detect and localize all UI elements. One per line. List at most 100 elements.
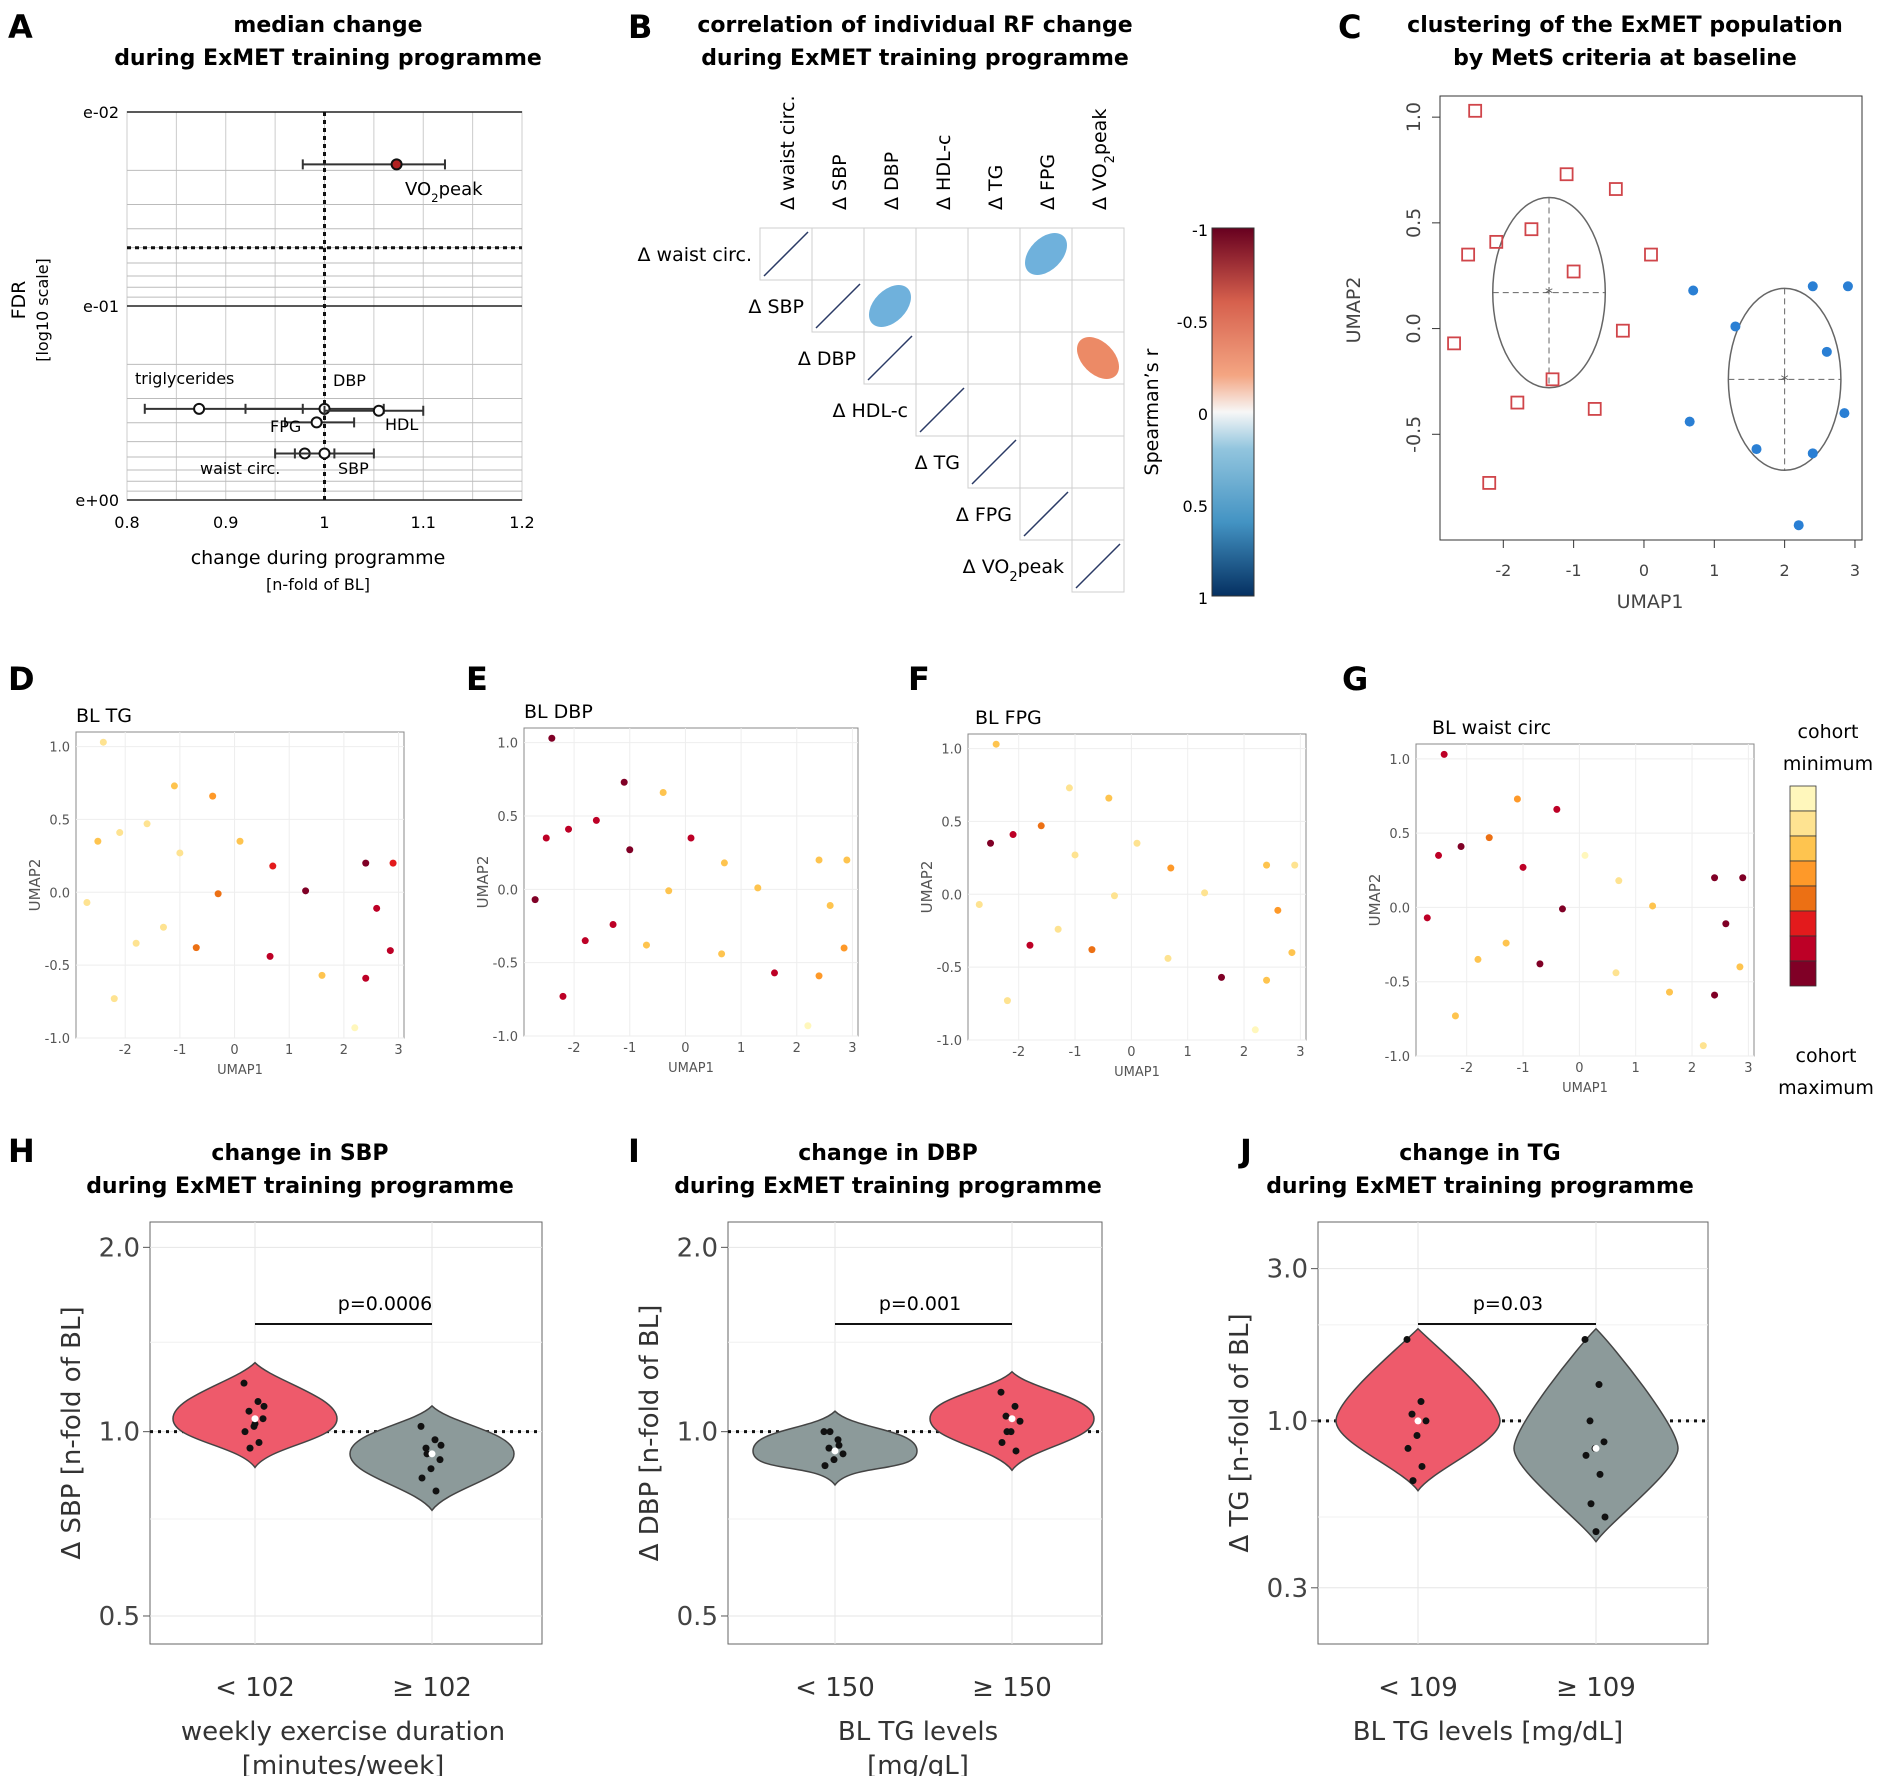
- y-tick-label: -0.5: [1403, 416, 1425, 453]
- y-axis-label: Δ TG [n-fold of BL]: [1225, 1313, 1255, 1552]
- y-tick-label: 2.0: [99, 1233, 140, 1263]
- umap-point: [1666, 988, 1673, 996]
- cluster-point: [1839, 408, 1850, 419]
- umap-title: BL DBP: [524, 701, 593, 723]
- data-point: [431, 1436, 439, 1444]
- umap-point: [1736, 963, 1744, 971]
- umap-point: [826, 901, 834, 909]
- matrix-cell: [967, 227, 1021, 281]
- y-tick-label: 0.5: [497, 810, 518, 825]
- data-point: [820, 1428, 828, 1436]
- data-point: [1016, 1417, 1024, 1425]
- row-label: Δ SBP: [748, 296, 804, 318]
- umap-point: [1649, 902, 1657, 910]
- x-tick-label: 0: [1639, 561, 1649, 580]
- cluster-point: [1807, 281, 1818, 292]
- umap-point: [192, 944, 200, 952]
- data-point: [436, 1456, 444, 1464]
- data-point: [1601, 1513, 1609, 1521]
- umap-point: [214, 890, 222, 898]
- umap-point: [565, 825, 573, 833]
- umap-point: [99, 738, 107, 746]
- umap-point: [170, 782, 178, 790]
- data-point: [1582, 1451, 1590, 1459]
- y-tick-label: -1.0: [937, 1034, 962, 1049]
- column-label: Δ SBP: [829, 154, 851, 210]
- data-point: [254, 1398, 262, 1406]
- column-label: Δ waist circ.: [777, 96, 799, 211]
- x-tick-label: 0.8: [114, 513, 139, 532]
- cluster-point: [1587, 402, 1602, 416]
- legend-bottom-label: cohort: [1796, 1045, 1857, 1067]
- umap-point: [843, 856, 851, 864]
- umap-point: [1009, 831, 1017, 839]
- x-tick-label: ≥ 109: [1556, 1673, 1636, 1703]
- panel-a-title: median change: [233, 13, 422, 38]
- y-tick-label: -0.5: [493, 957, 518, 972]
- point-label: VO2peak: [405, 179, 483, 205]
- data-point: [1413, 1432, 1421, 1440]
- umap-plot-area: [1415, 743, 1755, 1057]
- correlation-ellipse: [869, 285, 911, 327]
- umap-point: [1263, 861, 1271, 869]
- matrix-cell: [1019, 279, 1073, 333]
- x-tick-label: 2: [1780, 561, 1790, 580]
- data-point: [1404, 1444, 1412, 1452]
- panel-letter-f: F: [908, 660, 930, 698]
- panel-b-title: correlation of individual RF change: [697, 13, 1132, 38]
- cluster-center: *: [1545, 284, 1553, 303]
- y-tick-label: 0.0: [497, 883, 518, 898]
- panel-letter-i: I: [628, 1132, 640, 1170]
- x-axis-label: BL TG levels: [838, 1717, 998, 1747]
- y-tick-label: e-01: [83, 297, 119, 316]
- x-tick-label: 1: [737, 1041, 745, 1056]
- y-axis-label: UMAP2: [1343, 277, 1365, 344]
- point: [310, 416, 323, 429]
- y-tick-label: 0.5: [941, 815, 962, 830]
- data-point: [432, 1487, 440, 1495]
- x-axis-label: UMAP1: [1114, 1065, 1160, 1080]
- x-tick-label: 0.9: [213, 513, 238, 532]
- x-tick-label: 1: [1709, 561, 1719, 580]
- x-tick-label: < 150: [795, 1673, 875, 1703]
- panel-letter-e: E: [466, 660, 488, 698]
- data-point: [1587, 1500, 1595, 1508]
- umap-point: [718, 950, 726, 958]
- cluster-point: [1489, 234, 1504, 249]
- x-tick-label: 3: [1296, 1045, 1304, 1060]
- y-tick-label: -1.0: [493, 1030, 518, 1045]
- x-tick-label: 2: [1688, 1061, 1696, 1076]
- colorbar-tick-label: 0.5: [1183, 497, 1208, 516]
- umap-point: [720, 859, 728, 867]
- umap-point: [1440, 750, 1448, 758]
- cluster-point: [1468, 103, 1483, 118]
- data-point: [417, 1422, 425, 1430]
- data-point: [834, 1436, 842, 1444]
- data-point: [821, 1462, 829, 1470]
- cluster-point: [1559, 167, 1574, 182]
- data-point: [1581, 1335, 1589, 1343]
- y-axis-sublabel: [log10 scale]: [33, 258, 52, 362]
- panel-a-title: during ExMET training programme: [114, 46, 542, 71]
- umap-point: [659, 789, 667, 797]
- data-point: [246, 1444, 254, 1452]
- row-label: Δ DBP: [798, 348, 856, 370]
- umap-point: [94, 837, 102, 845]
- umap-point: [110, 995, 118, 1003]
- point-label: HDL: [385, 415, 418, 434]
- umap-point: [609, 921, 617, 929]
- x-axis-label: UMAP1: [217, 1063, 263, 1078]
- violin-title: change in DBP: [798, 1141, 978, 1166]
- umap-point: [318, 971, 326, 979]
- data-point: [260, 1402, 268, 1410]
- umap-point: [1451, 1012, 1459, 1020]
- data-point: [259, 1415, 267, 1423]
- point-label: triglycerides: [135, 369, 234, 388]
- x-tick-label: < 102: [215, 1673, 295, 1703]
- violin-shape: [1335, 1327, 1501, 1492]
- umap-point: [1711, 874, 1719, 882]
- umap-point: [559, 992, 567, 1000]
- legend-swatch: [1789, 960, 1817, 987]
- x-tick-label: -2: [119, 1043, 132, 1058]
- panel-c-plot-area: [1439, 95, 1863, 541]
